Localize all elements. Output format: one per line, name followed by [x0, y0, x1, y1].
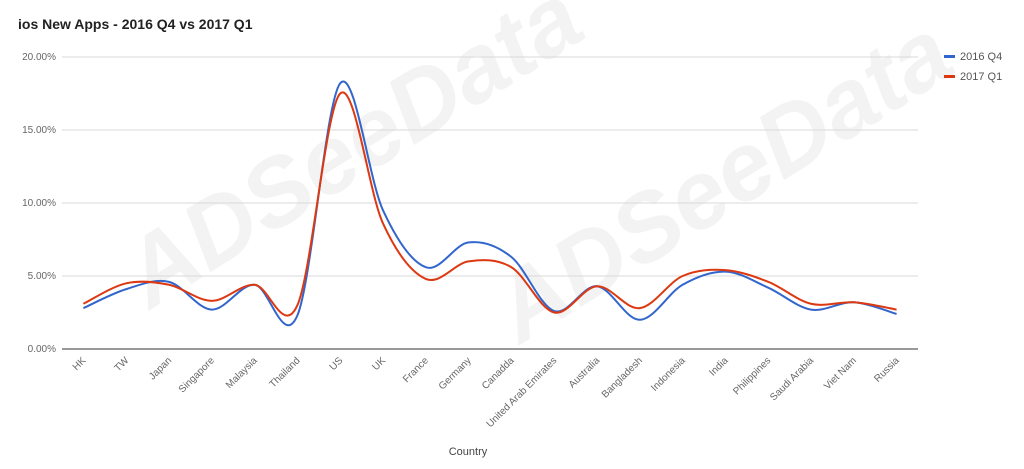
y-tick-label: 15.00%	[22, 125, 56, 136]
x-tick-label: Australia	[567, 355, 603, 391]
series-line	[82, 91, 897, 317]
x-tick-label: Germany	[437, 355, 474, 392]
x-tick-label: Thailand	[268, 355, 303, 390]
y-tick-label: 10.00%	[22, 198, 56, 209]
legend-swatch	[944, 55, 955, 58]
x-tick-label: France	[401, 355, 431, 385]
y-axis-tick-labels: 0.00% 5.00% 10.00% 15.00% 20.00%	[22, 52, 56, 355]
watermark-layer: ADSeeData ADSeeData	[103, 0, 970, 364]
x-tick-label: United Arab Emirates	[485, 355, 560, 430]
x-tick-label: India	[707, 355, 730, 378]
legend-label: 2016 Q4	[960, 51, 1002, 63]
x-tick-label: Singapore	[177, 355, 217, 395]
series-lines	[82, 80, 897, 327]
legend-swatch	[944, 75, 955, 78]
y-tick-label: 5.00%	[28, 271, 56, 282]
x-axis-tick-labels: HK TW Japan Singapore Malaysia Thailand US UK Fr…	[71, 355, 902, 430]
x-tick-label: UK	[371, 355, 389, 373]
x-tick-label: Philippines	[731, 355, 773, 397]
y-tick-label: 20.00%	[22, 52, 56, 63]
y-tick-label: 0.00%	[28, 344, 56, 355]
x-tick-label: Viet Nam	[822, 355, 859, 392]
chart-title: ios New Apps - 2016 Q4 vs 2017 Q1	[18, 16, 253, 32]
x-tick-label: Russia	[872, 355, 902, 385]
x-tick-label: Indonesia	[649, 355, 688, 394]
gridlines	[62, 56, 918, 350]
x-tick-label: Canadda	[480, 355, 517, 392]
x-tick-label: Saudi Arabia	[768, 355, 816, 403]
x-tick-label: Japan	[147, 355, 174, 382]
legend-label: 2017 Q1	[960, 71, 1002, 83]
series-line	[82, 80, 897, 327]
x-tick-label: TW	[113, 355, 132, 374]
x-tick-label: Bangladesh	[600, 355, 645, 400]
x-axis-title: Country	[449, 446, 488, 458]
x-tick-label: US	[328, 355, 346, 373]
x-tick-label: HK	[71, 355, 89, 373]
x-tick-label: Malaysia	[224, 355, 260, 391]
legend: 2016 Q4 2017 Q1	[944, 51, 1002, 83]
